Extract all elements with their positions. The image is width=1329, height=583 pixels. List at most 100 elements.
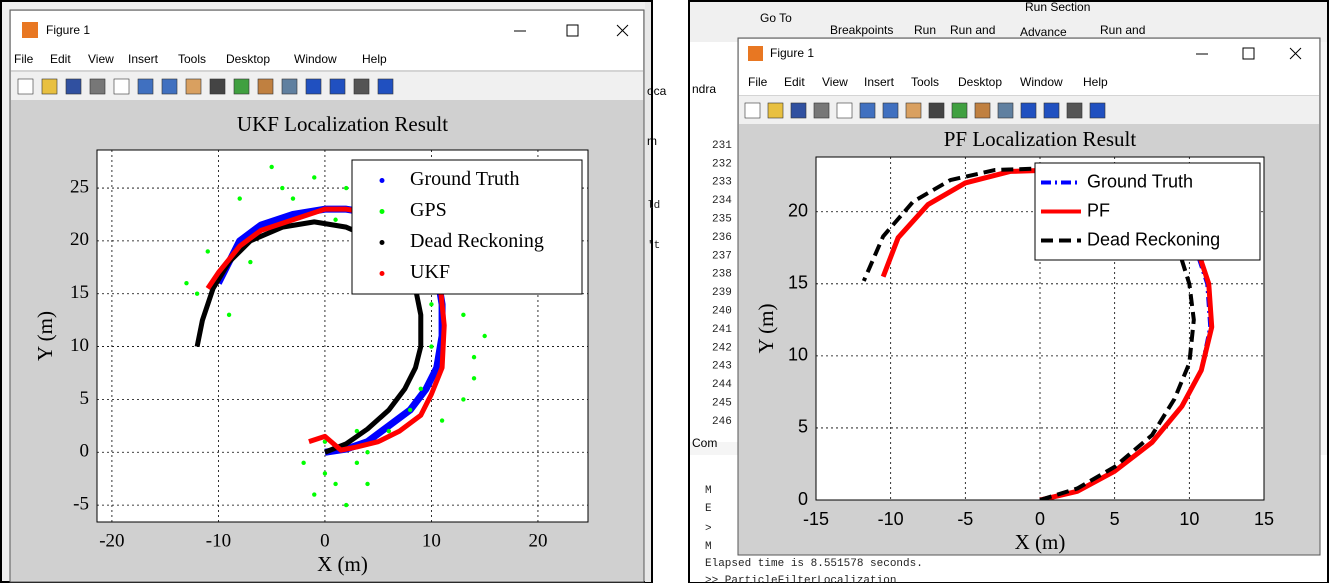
toolbar-button[interactable] [114,79,129,94]
x-tick-label: 10 [1179,509,1199,529]
toolbar-button[interactable] [952,103,967,118]
console-line: > [705,523,712,535]
toolbar-button[interactable] [162,79,177,94]
toolbar-button[interactable] [66,79,81,94]
toolbar-button[interactable] [906,103,921,118]
toolbar-button[interactable] [18,79,33,94]
toolbar-button[interactable] [186,79,201,94]
y-tick-label: 10 [70,335,89,356]
toolbar-button[interactable] [929,103,944,118]
toolbar-button[interactable] [998,103,1013,118]
line-number: 232 [712,158,732,170]
toolbar-button[interactable] [138,79,153,94]
toolbar-button[interactable] [234,79,249,94]
marker [333,218,337,222]
toolbar-button[interactable] [282,79,297,94]
toolbar-button[interactable] [814,103,829,118]
toolbar-button[interactable] [860,103,875,118]
toolbar-button[interactable] [210,79,225,94]
toolbar-button[interactable] [306,79,321,94]
menu-item[interactable]: Edit [50,52,71,66]
x-tick-label: 5 [1110,509,1120,529]
menu-item[interactable]: File [14,52,34,66]
side-text: ndra [692,82,716,96]
x-tick-label: 15 [1254,509,1274,529]
x-tick-label: 0 [320,530,330,551]
marker [312,492,316,496]
marker [440,418,444,422]
line-number: 243 [712,361,732,373]
toolbar-button[interactable] [1044,103,1059,118]
toolbar-button[interactable] [745,103,760,118]
toolbar-button[interactable] [378,79,393,94]
marker [472,355,476,359]
y-tick-label: 0 [798,489,808,509]
marker [206,249,210,253]
toolbar-button[interactable] [90,79,105,94]
marker [365,482,369,486]
toolbar-button[interactable] [837,103,852,118]
line-number: 242 [712,342,732,354]
ribbon-text: Breakpoints [830,23,893,37]
menu-item[interactable]: Tools [911,75,939,89]
menu-item[interactable]: Insert [864,75,895,89]
x-tick-label: -20 [99,530,124,551]
menu-item[interactable]: Insert [128,52,159,66]
marker [461,313,465,317]
toolbar-button[interactable] [1021,103,1036,118]
toolbar-button[interactable] [791,103,806,118]
menu-item[interactable]: Tools [178,52,206,66]
menu-item[interactable]: File [748,75,768,89]
ribbon-text: Run Section [1025,0,1090,14]
toolbar-button[interactable] [1067,103,1082,118]
line-number: 245 [712,398,732,410]
marker [408,408,412,412]
legend-label: Ground Truth [1087,171,1193,191]
menu-item[interactable]: Help [362,52,387,66]
marker [269,165,273,169]
x-tick-label: -10 [206,530,231,551]
marker [323,471,327,475]
x-tick-label: -10 [878,509,904,529]
y-tick-label: 5 [798,417,808,437]
line-number: 239 [712,287,732,299]
marker [291,196,295,200]
line-number: 233 [712,177,732,189]
legend-label: Dead Reckoning [410,230,544,252]
app-icon [22,22,38,38]
x-tick-label: -5 [957,509,973,529]
y-tick-label: 15 [788,273,808,293]
console-line: M [705,485,712,497]
y-axis-label: Y (m) [33,311,57,361]
marker [429,344,433,348]
menu-item[interactable]: Help [1083,75,1108,89]
toolbar-button[interactable] [975,103,990,118]
chart-title: PF Localization Result [944,127,1137,151]
chart-title: UKF Localization Result [237,112,448,136]
legend-marker [380,240,385,245]
console-line: Elapsed time is 8.551578 seconds. [705,558,923,570]
menu-item[interactable]: Desktop [958,75,1002,89]
toolbar-button[interactable] [42,79,57,94]
toolbar-button[interactable] [258,79,273,94]
line-number: 235 [712,214,732,226]
y-tick-label: 5 [80,388,90,409]
toolbar-button[interactable] [883,103,898,118]
menu-item[interactable]: Desktop [226,52,270,66]
window-title: Figure 1 [46,23,90,37]
toolbar-button[interactable] [330,79,345,94]
menu-item[interactable]: Edit [784,75,805,89]
menu-item[interactable]: Window [294,52,337,66]
line-number: 234 [712,195,732,207]
menu-item[interactable]: View [822,75,848,89]
toolbar-button[interactable] [768,103,783,118]
menu-item[interactable]: Window [1020,75,1063,89]
toolbar-button[interactable] [1090,103,1105,118]
menu-item[interactable]: View [88,52,114,66]
toolbar-button[interactable] [354,79,369,94]
line-number: 241 [712,324,732,336]
ribbon-text: Run and [1100,23,1145,37]
marker [344,503,348,507]
legend-marker [380,178,385,183]
console-line: E [705,503,712,515]
